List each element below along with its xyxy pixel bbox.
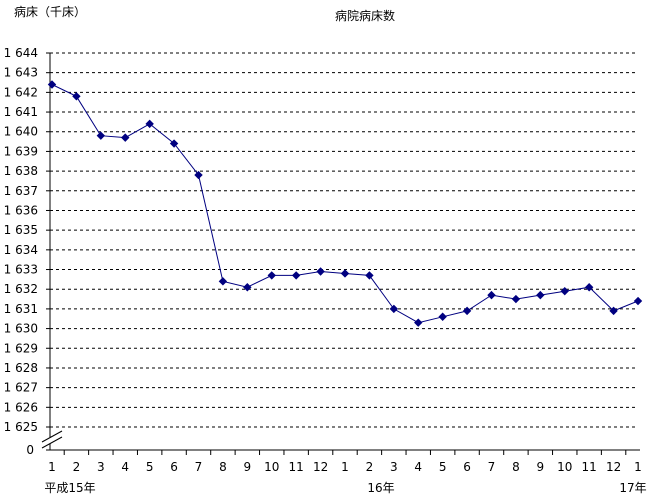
y-tick-label: 1 638 [4,164,38,178]
data-point [340,269,350,278]
y-tick-label: 1 634 [4,243,38,257]
x-tick-label: 10 [264,460,279,474]
x-tick-label: 5 [439,460,447,474]
x-tick-label: 6 [170,460,178,474]
data-point [96,131,106,140]
x-tick-label: 8 [512,460,520,474]
data-point [414,318,423,327]
y-tick-label: 1 640 [4,125,38,139]
y-tick-label: 1 642 [4,85,38,99]
series-line [51,84,639,324]
x-tick-labels: 1 2 3 4 5 6 7 8 9 10 11 12 1 2 3 4 5 6 7 8 9 10 11 12 1 [48,460,642,474]
x-tick-label: 3 [97,460,105,474]
x-tick-label: 10 [557,460,572,474]
data-point [145,119,154,129]
y-tick-label: 1 637 [4,184,38,198]
data-point [462,306,472,316]
y-axis-label: 病床（千床） [14,4,86,19]
y-tick-label: 1 631 [4,302,38,316]
x-tick-label: 7 [488,460,496,474]
y-tick-labels: 1 625 1 626 1 627 1 628 1 629 1 630 1 631 1 632… [4,46,38,457]
year-label: 17年 [619,481,646,495]
x-tick-label: 9 [244,460,252,474]
y-tick-label: 1 625 [4,420,38,434]
x-tick-label: 2 [366,460,374,474]
data-point [487,290,496,300]
data-point [365,271,374,280]
x-tick-label: 4 [121,460,129,474]
x-tick-label: 11 [289,460,304,474]
year-labels: 平成15年 16年 17年 [44,481,646,495]
data-point [584,283,594,292]
y-tick-label: 1 641 [4,105,38,119]
x-tick-label: 2 [73,460,81,474]
data-point [47,80,57,89]
data-point [633,296,643,306]
axis-break-mark [41,436,63,449]
y-tick-label: 1 626 [4,400,38,414]
y-tick-label: 1 644 [4,46,38,60]
data-point [218,277,228,286]
data-point [609,306,618,316]
data-point [72,92,81,101]
axes [41,52,640,455]
data-point [243,283,252,292]
data-point [267,271,276,280]
y-tick-label: 1 643 [4,66,38,80]
data-point [169,139,179,148]
y-tick-label: 1 629 [4,341,38,355]
data-point [560,286,569,296]
x-tick-label: 4 [414,460,422,474]
x-tick-label: 11 [582,460,597,474]
y-tick-label: 1 630 [4,322,38,336]
data-point [438,312,447,321]
y-tick-label-zero: 0 [26,443,34,457]
chart-title: 病院病床数 [335,8,395,23]
data-point [389,304,399,314]
y-tick-label: 1 639 [4,144,38,158]
x-tick-label: 5 [146,460,154,474]
x-tick-label: 1 [48,460,56,474]
x-tick-label: 12 [313,460,328,474]
data-point [536,290,545,300]
data-point [511,294,521,304]
gridlines [50,52,636,428]
axis-break-gap [42,431,62,448]
x-tick-label: 7 [195,460,203,474]
data-point [121,133,130,142]
y-tick-label: 1 636 [4,203,38,217]
y-tick-label: 1 628 [4,361,38,375]
x-tick-label: 12 [606,460,621,474]
x-tick-label: 9 [537,460,545,474]
year-label: 16年 [367,481,394,495]
axis-break-mark [41,430,63,443]
x-tick-label: 3 [390,460,398,474]
data-point [291,271,301,280]
y-tick-label: 1 632 [4,282,38,296]
x-tick-label: 8 [219,460,227,474]
series [47,80,643,327]
data-point [316,267,325,276]
y-tick-label: 1 627 [4,381,38,395]
y-tick-label: 1 633 [4,263,38,277]
x-tick-label: 1 [341,460,349,474]
x-tick-label: 6 [463,460,471,474]
year-label: 平成15年 [44,481,95,495]
y-tick-label: 1 635 [4,223,38,237]
data-point [194,170,203,180]
x-tick-label: 1 [634,460,642,474]
